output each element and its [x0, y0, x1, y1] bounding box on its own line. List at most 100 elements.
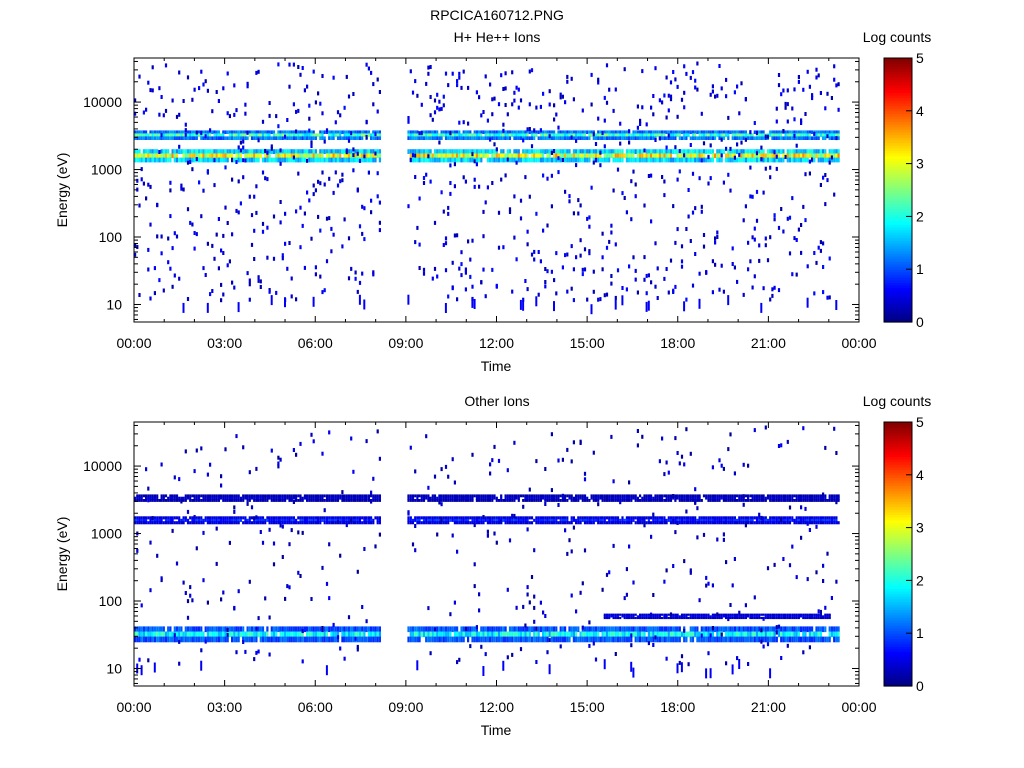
heatmap-cell: [173, 626, 176, 633]
heatmap-cell: [513, 153, 516, 159]
heatmap-cell: [246, 81, 249, 86]
heatmap-cell: [237, 133, 240, 137]
heatmap-cell: [332, 516, 335, 520]
heatmap-cell: [725, 153, 728, 159]
heatmap-cell: [519, 516, 523, 520]
heatmap-cell: [319, 494, 322, 498]
heatmap-cell: [444, 499, 448, 502]
heatmap-cell: [284, 499, 287, 502]
heatmap-cell: [830, 130, 833, 134]
heatmap-cell: [325, 494, 329, 498]
heatmap-cell: [299, 636, 302, 643]
heatmap-cell: [669, 97, 673, 102]
heatmap-cell: [284, 134, 287, 139]
heatmap-cell: [239, 140, 242, 145]
heatmap-cell: [248, 282, 251, 287]
heatmap-cell: [147, 626, 150, 633]
heatmap-cell: [594, 133, 598, 137]
heatmap-cell: [478, 516, 481, 520]
heatmap-cell: [612, 616, 615, 620]
heatmap-cell: [178, 516, 181, 520]
heatmap-cell: [619, 121, 622, 126]
heatmap-cell: [486, 499, 489, 502]
heatmap-cell: [469, 136, 472, 140]
heatmap-cell: [156, 202, 159, 207]
heatmap-cell: [365, 157, 368, 163]
heatmap-cell: [244, 158, 247, 163]
heatmap-cell: [314, 149, 317, 154]
heatmap-cell: [420, 149, 423, 154]
heatmap-cell: [559, 631, 562, 638]
heatmap-cell: [517, 157, 520, 163]
heatmap-cell: [702, 136, 706, 140]
heatmap-cell: [361, 149, 364, 154]
heatmap-cell: [621, 494, 624, 498]
heatmap-cell: [504, 631, 507, 638]
heatmap-cell: [414, 524, 417, 528]
heatmap-cell: [603, 659, 606, 670]
heatmap-cell: [610, 518, 613, 522]
heatmap-cell: [524, 496, 527, 500]
heatmap-cell: [151, 518, 154, 522]
heatmap-cell: [140, 167, 143, 172]
heatmap-cell: [594, 149, 598, 154]
heatmap-cell: [350, 626, 353, 633]
heatmap-cell: [777, 130, 781, 134]
heatmap-cell: [204, 79, 207, 84]
heatmap-cell: [605, 153, 609, 159]
heatmap-cell: [716, 130, 719, 134]
heatmap-cell: [616, 136, 620, 140]
heatmap-cell: [264, 631, 267, 638]
heatmap-cell: [597, 297, 600, 302]
heatmap-cell: [235, 108, 238, 113]
heatmap-cell: [524, 499, 527, 502]
colorbar-segment: [884, 205, 912, 210]
heatmap-cell: [544, 467, 547, 471]
heatmap-cell: [489, 137, 492, 142]
heatmap-cell: [414, 548, 417, 553]
heatmap-cell: [164, 63, 168, 68]
heatmap-cell: [275, 626, 278, 633]
heatmap-cell: [244, 130, 247, 134]
heatmap-cell: [700, 158, 703, 163]
heatmap-cell: [475, 636, 478, 643]
heatmap-cell: [279, 161, 282, 166]
heatmap-cell: [242, 133, 245, 137]
heatmap-cell: [328, 521, 331, 525]
colorbar-segment: [884, 256, 912, 260]
heatmap-cell: [336, 130, 340, 134]
heatmap-cell: [356, 644, 359, 649]
heatmap-cell: [687, 188, 690, 192]
heatmap-cell: [427, 136, 430, 140]
heatmap-cell: [195, 232, 198, 237]
heatmap-cell: [482, 136, 485, 140]
heatmap-cell: [222, 130, 225, 134]
heatmap-cell: [248, 149, 251, 154]
heatmap-cell: [284, 496, 287, 500]
heatmap-cell: [473, 299, 476, 309]
heatmap-cell: [153, 662, 156, 673]
heatmap-cell: [489, 82, 492, 87]
heatmap-cell: [837, 107, 840, 112]
heatmap-cell: [473, 562, 476, 567]
heatmap-cell: [539, 626, 542, 633]
heatmap-cell: [680, 136, 684, 140]
heatmap-cell: [284, 241, 287, 246]
heatmap-cell: [189, 521, 192, 525]
heatmap-cell: [519, 153, 523, 159]
heatmap-cell: [500, 519, 503, 524]
heatmap-cell: [138, 657, 141, 662]
heatmap-cell: [356, 133, 359, 137]
heatmap-cell: [720, 86, 723, 91]
heatmap-cell: [191, 631, 194, 638]
heatmap-cell: [621, 626, 624, 633]
heatmap-cell: [323, 288, 326, 293]
heatmap-cell: [374, 516, 377, 520]
heatmap-cell: [480, 499, 483, 502]
heatmap-cell: [286, 636, 289, 643]
heatmap-cell: [206, 302, 209, 313]
heatmap-cell: [235, 136, 238, 140]
heatmap-cell: [511, 631, 514, 638]
heatmap-cell: [438, 157, 441, 163]
